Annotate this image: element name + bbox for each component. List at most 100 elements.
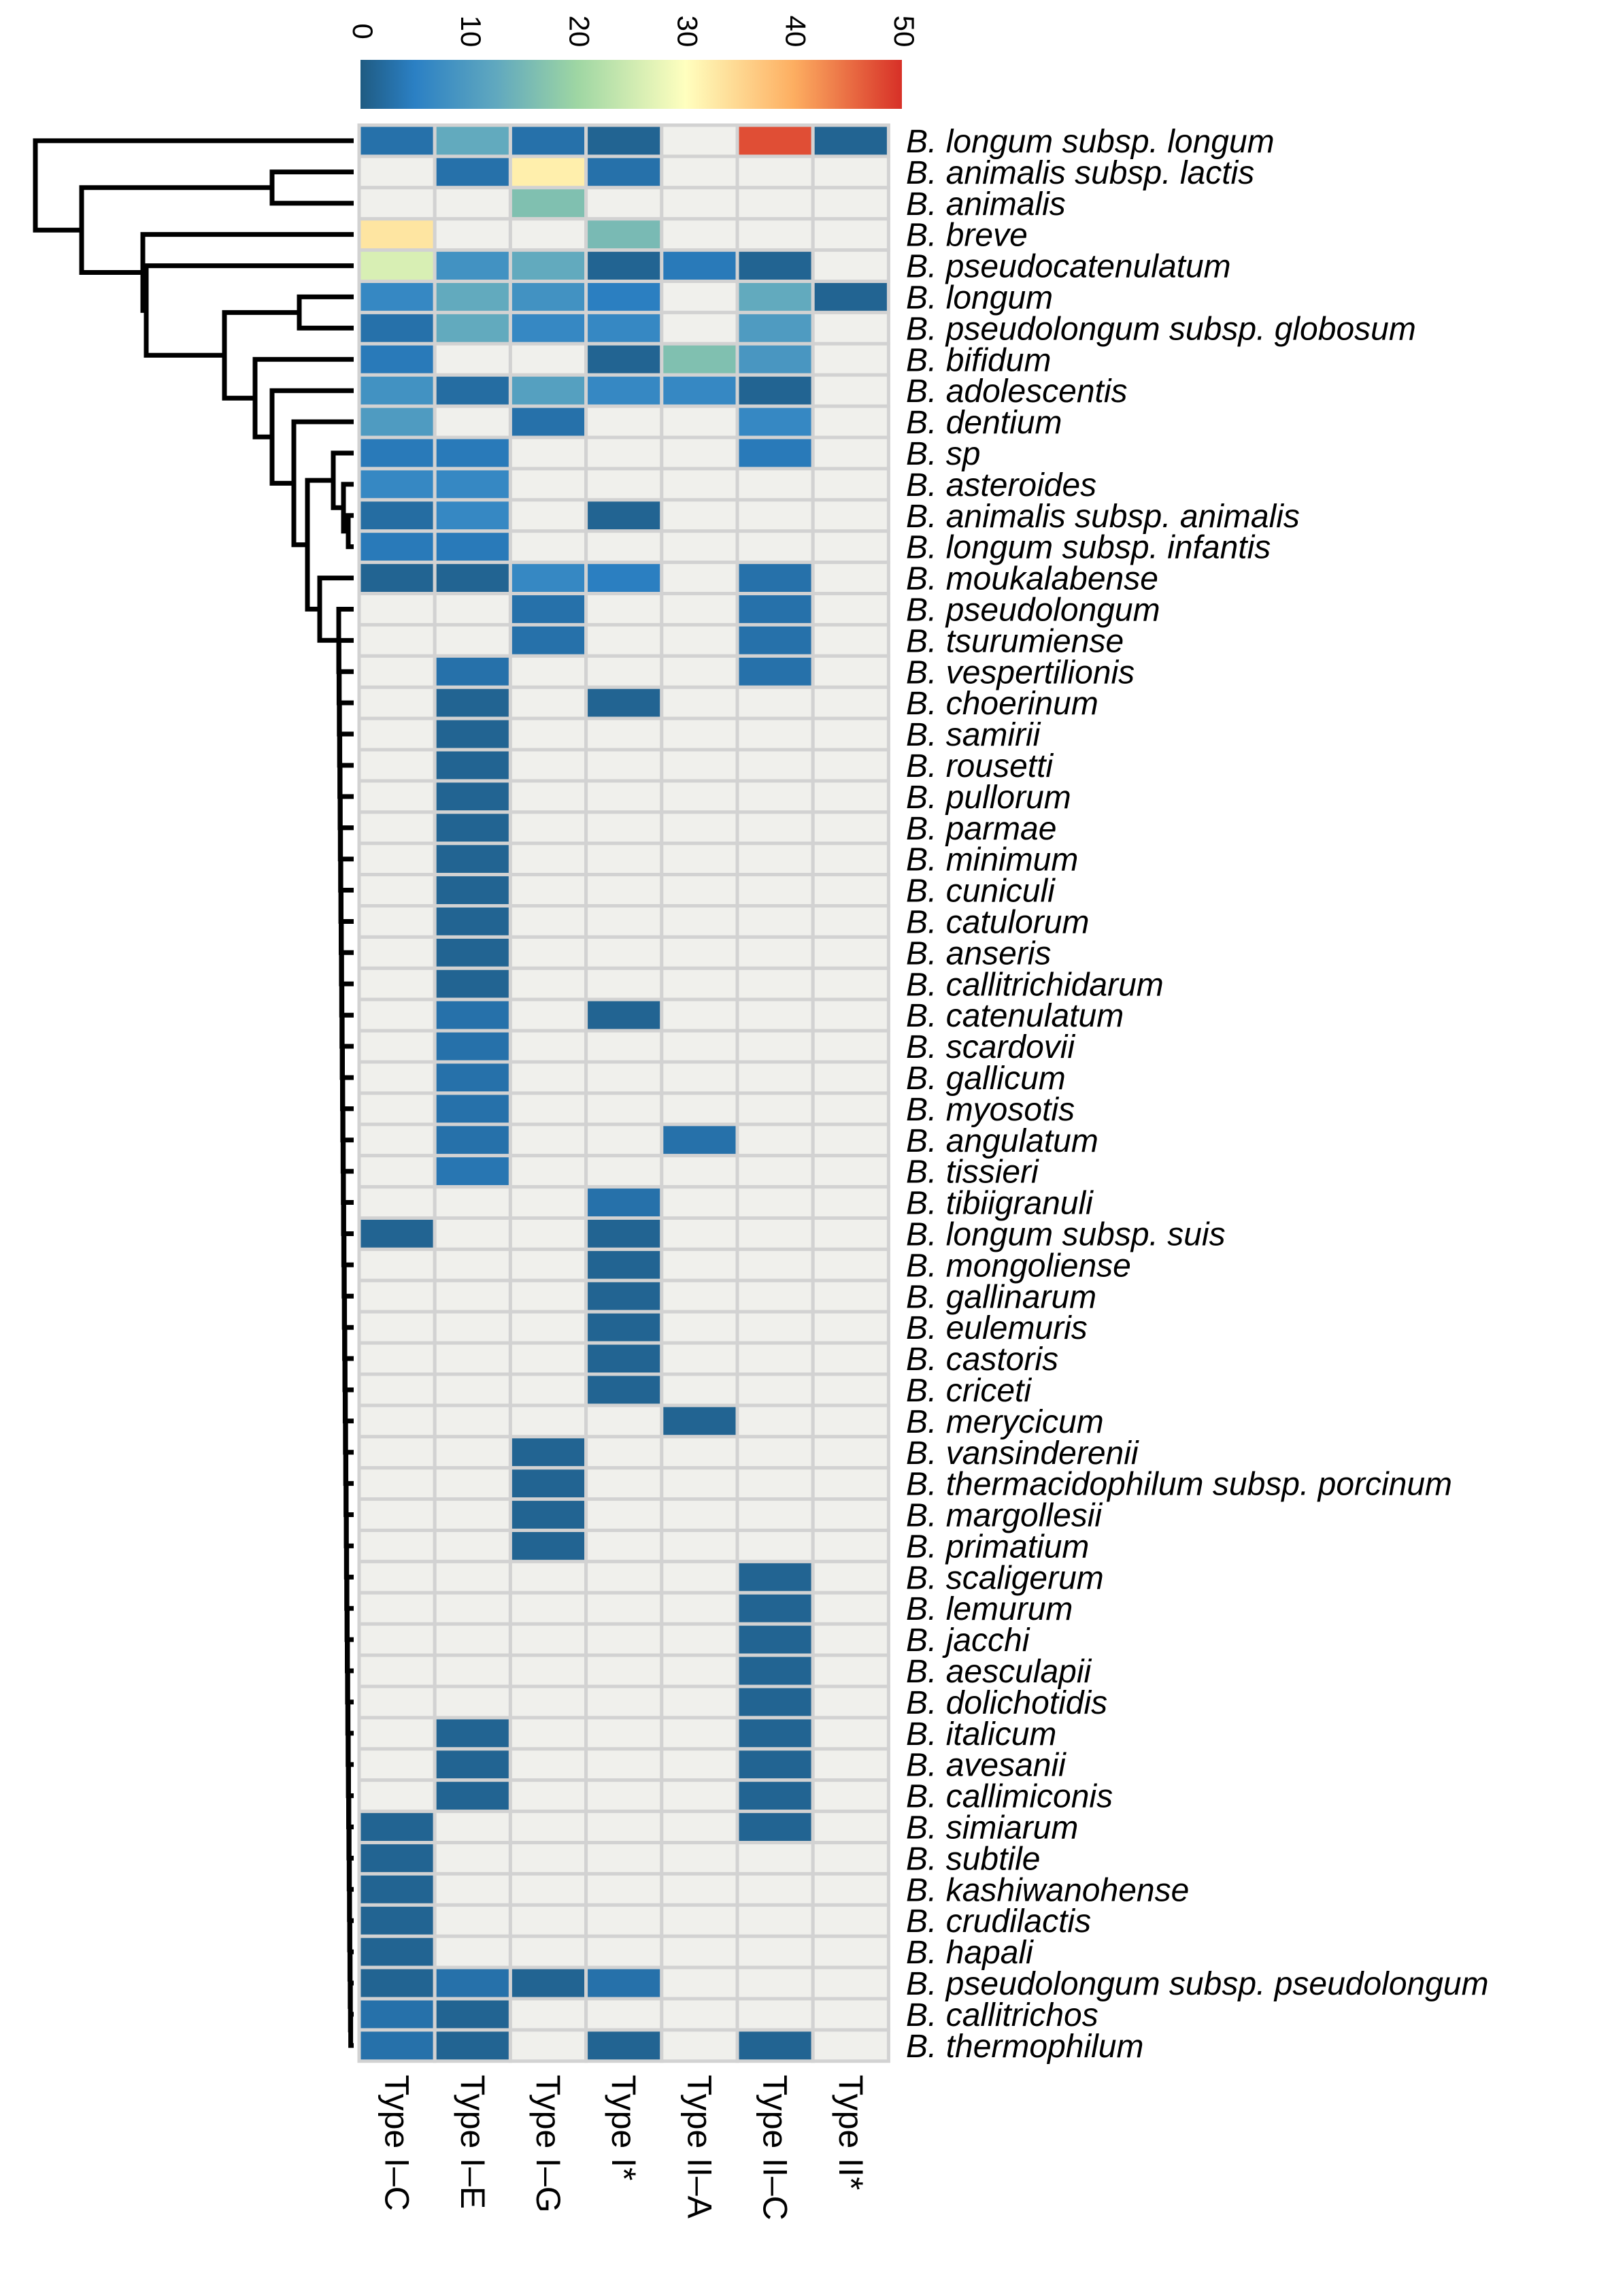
colorbar-ticks: 0 10 20 30 40 50 (347, 16, 920, 48)
heatmap-cell (735, 1778, 815, 1814)
heatmap-cell (357, 1122, 437, 1158)
heatmap-cell (433, 1154, 512, 1189)
heatmap-cell (433, 1871, 512, 1907)
heatmap-cell (508, 592, 588, 627)
heatmap-cell (584, 1154, 664, 1189)
heatmap-cell (660, 404, 739, 439)
heatmap-cell (735, 997, 815, 1033)
row-label: B. callitrichos (906, 1997, 1098, 2033)
heatmap-cell (508, 1529, 588, 1563)
heatmap-cell (433, 1122, 512, 1158)
row-label: B. hapali (906, 1935, 1034, 1971)
heatmap-cell (811, 1029, 890, 1064)
heatmap-cell (584, 404, 664, 439)
heatmap-cell (508, 1278, 588, 1314)
heatmap-cell (357, 904, 437, 939)
heatmap-cell (584, 217, 664, 252)
heatmap-cell (584, 1372, 664, 1408)
heatmap-cell (735, 748, 815, 783)
column-labels: Type I–C Type I–E Type I–G Type I* Type II–A… (378, 2075, 870, 2220)
heatmap-cell (508, 154, 588, 190)
heatmap-cell (584, 748, 664, 783)
heatmap-cell (357, 217, 437, 252)
heatmap-cell (433, 1185, 512, 1220)
heatmap-cell (508, 1591, 588, 1626)
heatmap-cell (357, 842, 437, 877)
heatmap-cell (508, 1435, 588, 1470)
row-label: B. anseris (906, 935, 1051, 971)
row-label: B. margollesii (906, 1498, 1103, 1534)
heatmap-cell (735, 810, 815, 846)
heatmap-cell (433, 1029, 512, 1064)
heatmap-cell (508, 1341, 588, 1376)
heatmap-cell (357, 123, 437, 159)
heatmap-cell (584, 186, 664, 221)
heatmap-cell (660, 966, 739, 1001)
heatmap-cell (735, 1841, 815, 1876)
heatmap-cell (508, 561, 588, 595)
heatmap-cell (660, 467, 739, 502)
heatmap-cell (357, 1310, 437, 1345)
heatmap-cell (584, 997, 664, 1033)
heatmap-cell (811, 685, 890, 720)
heatmap-cell (660, 1591, 739, 1626)
heatmap-cell (811, 904, 890, 939)
heatmap-cell (357, 1403, 437, 1439)
heatmap-cell (735, 1154, 815, 1189)
heatmap-cell (660, 154, 739, 190)
heatmap-cell (735, 1871, 815, 1907)
heatmap-cell (508, 1466, 588, 1501)
dendrogram-branch (222, 310, 299, 401)
heatmap-cell (735, 404, 815, 439)
heatmap-cell (735, 1372, 815, 1408)
heatmap-cell (357, 873, 437, 908)
heatmap-cell (660, 1060, 739, 1095)
row-label: B. pseudocatenulatum (906, 249, 1231, 285)
row-label: B. animalis (906, 186, 1066, 222)
heatmap-cell (357, 1216, 437, 1251)
heatmap-cell (357, 592, 437, 627)
row-label: B. scaligerum (906, 1560, 1104, 1596)
heatmap-cell (660, 1372, 739, 1408)
heatmap-cell (660, 498, 739, 533)
heatmap-cell (660, 997, 739, 1033)
heatmap-cell (811, 1435, 890, 1470)
heatmap-cell (811, 810, 890, 846)
row-label: B. callimiconis (906, 1779, 1113, 1815)
heatmap-cell (357, 1559, 437, 1595)
heatmap-cell (811, 1559, 890, 1595)
heatmap-cell (584, 529, 664, 565)
heatmap-cell (357, 1341, 437, 1376)
heatmap-cell (508, 935, 588, 970)
heatmap-cell (811, 1871, 890, 1907)
heatmap-cell (660, 435, 739, 471)
heatmap-cell (584, 1747, 664, 1782)
heatmap-cell (584, 310, 664, 346)
heatmap-cell (433, 748, 512, 783)
heatmap-cell (433, 435, 512, 471)
heatmap-cell (433, 248, 512, 284)
heatmap-cell (584, 1060, 664, 1095)
row-label: B. adolescentis (906, 373, 1128, 410)
heatmap-cell (508, 2028, 588, 2063)
dendrogram-branch (269, 169, 354, 206)
heatmap-cell (660, 1216, 739, 1251)
heatmap-cell (660, 1341, 739, 1376)
heatmap-cell (660, 342, 739, 377)
row-label: B. criceti (906, 1373, 1032, 1409)
row-label: B. vespertilionis (906, 654, 1135, 691)
heatmap-cell (508, 280, 588, 314)
heatmap-cell (508, 1060, 588, 1095)
heatmap-cell (433, 1653, 512, 1688)
heatmap-cell (433, 1497, 512, 1533)
heatmap-cell (811, 1934, 890, 1969)
heatmap-cell (357, 1684, 437, 1720)
heatmap-cell (735, 2028, 815, 2063)
heatmap-cell (811, 1466, 890, 1501)
heatmap-cell (660, 1497, 739, 1533)
row-label: B. choerinum (906, 686, 1098, 722)
heatmap-cell (433, 1934, 512, 1969)
heatmap-cell (433, 217, 512, 252)
heatmap-cell (811, 1810, 890, 1845)
